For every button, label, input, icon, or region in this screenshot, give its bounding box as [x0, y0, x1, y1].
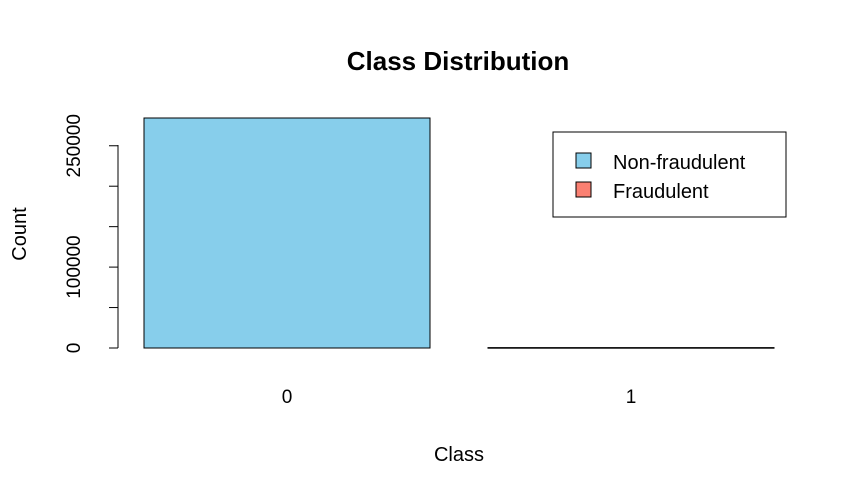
bars [143, 117, 775, 349]
y-axis-ticks: 0 100000 250000 [64, 114, 118, 353]
x-tick-label: 1 [626, 387, 637, 408]
legend: Non-fraudulent Fraudulent [552, 131, 787, 218]
chart-title: Class Distribution [347, 46, 569, 76]
y-tick-label: 100000 [64, 235, 85, 298]
legend-label-non-fraudulent: Non-fraudulent [613, 152, 746, 174]
bar-class-0 [143, 117, 431, 349]
legend-swatch-fraudulent [575, 181, 592, 198]
bar-class-1 [487, 347, 775, 349]
x-tick-label: 0 [282, 387, 293, 408]
y-tick-label: 250000 [64, 114, 85, 177]
y-tick-label: 0 [64, 343, 85, 354]
x-axis-label: Class [434, 444, 484, 466]
y-axis-label: Count [9, 207, 31, 261]
legend-box [552, 131, 787, 218]
legend-swatch-non-fraudulent [575, 152, 592, 169]
legend-label-fraudulent: Fraudulent [613, 181, 709, 203]
